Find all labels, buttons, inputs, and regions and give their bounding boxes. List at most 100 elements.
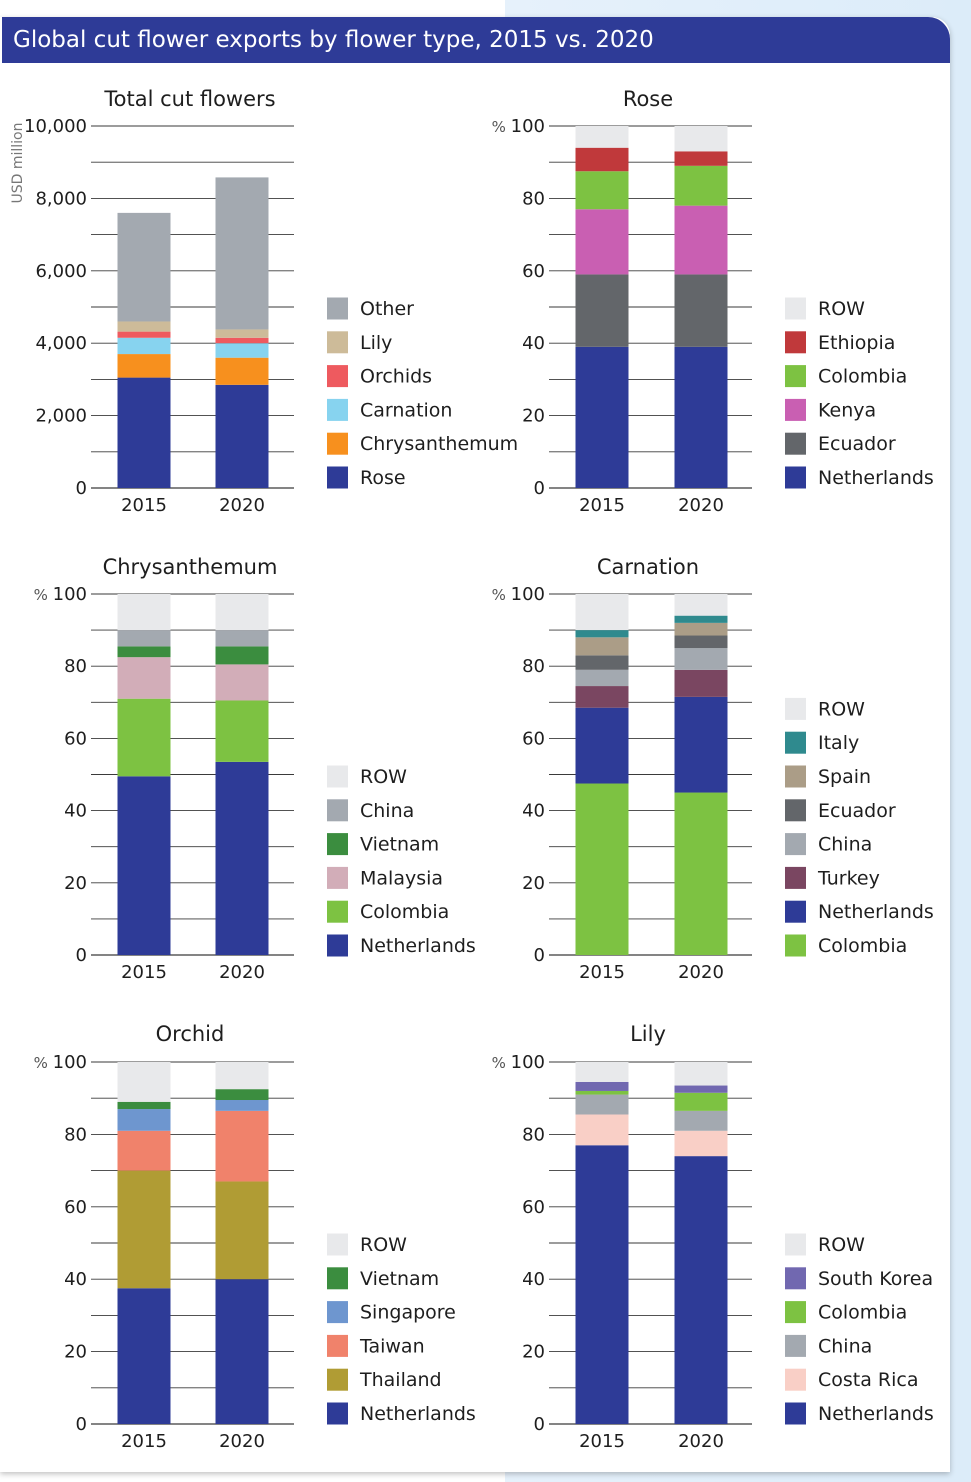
y-tick-label: 0 <box>76 478 87 499</box>
legend-label: Thailand <box>359 1369 442 1391</box>
y-tick-label: 40 <box>522 333 545 354</box>
legend-swatch <box>785 1267 806 1290</box>
y-tick-label: 0 <box>534 945 545 966</box>
bar-kenya-2015 <box>575 209 629 275</box>
bar-ecuador-2015 <box>575 655 629 670</box>
y-tick-label: % 100 <box>492 116 545 137</box>
legend-swatch <box>785 1301 806 1324</box>
bar-carnation-2015 <box>117 337 171 355</box>
legend-swatch <box>327 1233 348 1256</box>
bar-row-2015 <box>117 1062 171 1102</box>
chart-title: Orchid <box>156 1022 225 1046</box>
bar-colombia-2020 <box>674 165 728 206</box>
x-tick-label: 2015 <box>121 962 167 983</box>
legend-label: Lily <box>360 332 392 354</box>
x-tick-label: 2020 <box>219 495 265 516</box>
legend-label: Italy <box>818 732 859 754</box>
legend-label: Other <box>360 298 414 320</box>
bar-vietnam-2015 <box>117 646 171 658</box>
legend-label: Rose <box>360 467 406 489</box>
legend-swatch <box>785 398 806 421</box>
bar-row-2020 <box>215 1062 269 1090</box>
x-tick-label: 2015 <box>579 962 625 983</box>
legend-label: China <box>818 834 872 856</box>
y-unit-label: % <box>492 586 511 604</box>
bar-taiwan-2020 <box>215 1110 269 1182</box>
x-tick-label: 2020 <box>219 962 265 983</box>
x-tick-label: 2015 <box>121 1431 167 1452</box>
legend-label: Netherlands <box>818 901 934 923</box>
bar-colombia-2020 <box>674 792 728 955</box>
bar-colombia-2020 <box>215 700 269 762</box>
bar-row-2015 <box>117 594 171 631</box>
legend-swatch <box>785 297 806 320</box>
bar-row-2015 <box>575 594 629 631</box>
y-tick-value: 100 <box>53 1052 87 1073</box>
y-tick-label: 8,000 <box>35 188 87 209</box>
legend-swatch <box>327 331 348 354</box>
bar-italy-2020 <box>674 615 728 623</box>
chart-title: Chrysanthemum <box>103 555 278 579</box>
legend-label: Colombia <box>360 901 449 923</box>
legend-swatch <box>785 697 806 720</box>
bar-china-2020 <box>215 630 269 647</box>
chart-title: Rose <box>623 87 673 111</box>
bar-turkey-2015 <box>575 686 629 708</box>
bar-row-2020 <box>674 1062 728 1086</box>
legend-label: Singapore <box>360 1302 456 1324</box>
legend-swatch <box>785 731 806 754</box>
y-unit-label: % <box>492 118 511 136</box>
legend-swatch <box>327 765 348 788</box>
legend-swatch <box>785 1233 806 1256</box>
bar-colombia-2015 <box>117 698 171 777</box>
y-tick-label: 0 <box>534 478 545 499</box>
legend-swatch <box>327 1368 348 1391</box>
figure-title: Global cut flower exports by flower type… <box>2 17 950 63</box>
legend-label: Ecuador <box>818 433 896 455</box>
bar-orchids-2020 <box>215 337 269 344</box>
legend-swatch <box>327 934 348 957</box>
y-tick-label: 2,000 <box>35 406 87 427</box>
bar-spain-2020 <box>674 622 728 636</box>
legend-swatch <box>327 900 348 923</box>
bar-south-korea-2015 <box>575 1081 629 1091</box>
y-tick-label: % 100 <box>492 584 545 605</box>
y-tick-label: 40 <box>522 1269 545 1290</box>
legend-swatch <box>785 765 806 788</box>
bar-netherlands-2015 <box>117 1288 171 1424</box>
bar-carnation-2020 <box>215 343 269 358</box>
legend-label: Turkey <box>817 867 880 889</box>
legend-swatch <box>785 1334 806 1357</box>
bar-netherlands-2020 <box>674 696 728 793</box>
legend-swatch <box>785 466 806 489</box>
legend-swatch <box>327 799 348 822</box>
x-tick-label: 2020 <box>678 962 724 983</box>
x-tick-label: 2015 <box>579 495 625 516</box>
y-tick-label: 80 <box>64 656 87 677</box>
legend-swatch <box>327 432 348 455</box>
legend-label: Ecuador <box>818 800 896 822</box>
legend-label: Spain <box>818 766 871 788</box>
y-tick-label: 40 <box>64 801 87 822</box>
legend-swatch <box>327 833 348 856</box>
bar-ecuador-2020 <box>674 274 728 347</box>
legend-label: ROW <box>818 698 865 720</box>
bar-colombia-2015 <box>575 1090 629 1095</box>
bar-china-2015 <box>575 1094 629 1115</box>
bar-costa-rica-2015 <box>575 1114 629 1146</box>
legend-swatch <box>785 934 806 957</box>
bar-row-2020 <box>674 594 728 616</box>
bar-italy-2015 <box>575 630 629 638</box>
bar-row-2015 <box>575 126 629 148</box>
bar-vietnam-2020 <box>215 646 269 665</box>
y-unit-label: % <box>492 1054 511 1072</box>
bar-thailand-2015 <box>117 1170 171 1289</box>
y-tick-label: 60 <box>522 728 545 749</box>
legend-swatch <box>785 331 806 354</box>
bar-row-2015 <box>575 1062 629 1082</box>
chart-title: Carnation <box>597 555 699 579</box>
y-tick-label: 60 <box>522 1197 545 1218</box>
